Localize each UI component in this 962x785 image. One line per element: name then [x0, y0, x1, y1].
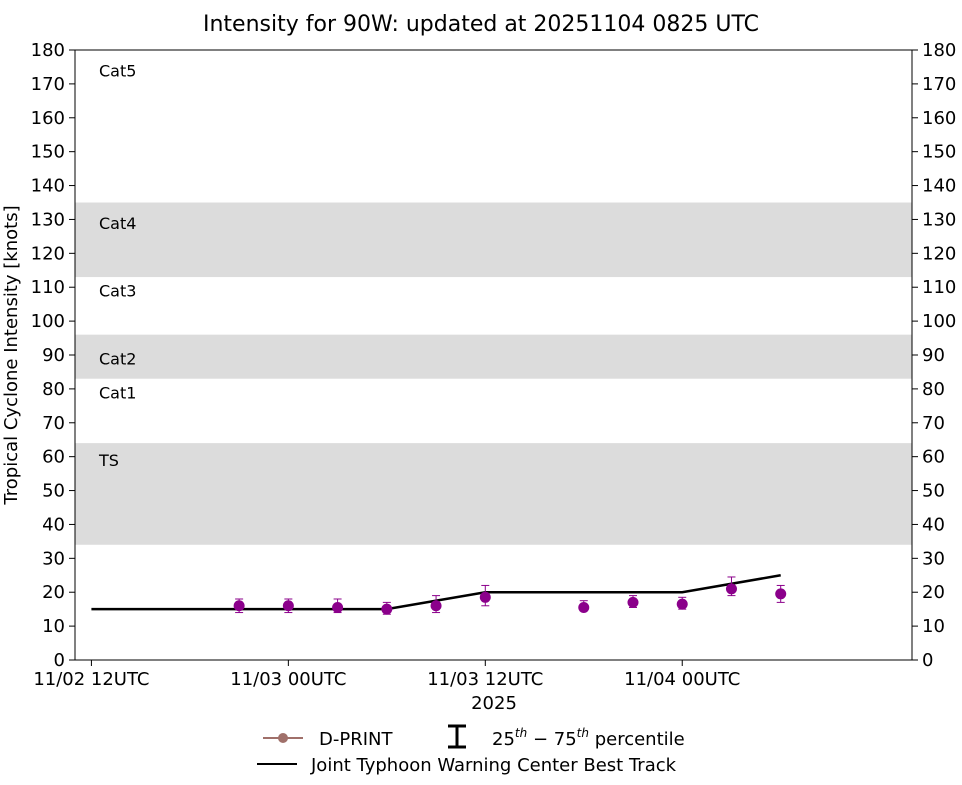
y-tick-label-right: 0: [922, 650, 933, 671]
legend: D-PRINT 25th − 75th percentile Joint Typ…: [257, 724, 685, 776]
category-label-cat1: Cat1: [99, 383, 136, 402]
legend-besttrack-label: Joint Typhoon Warning Center Best Track: [310, 755, 677, 776]
y-tick-label-right: 30: [922, 548, 945, 569]
x-axis-label: 2025: [471, 693, 517, 714]
dprint-point: [381, 603, 393, 615]
y-tick-label-right: 100: [922, 311, 956, 332]
dprint-point: [725, 583, 737, 595]
y-tick-label-right: 130: [922, 209, 956, 230]
band-shade-1: [75, 334, 912, 379]
y-tick-label-right: 20: [922, 582, 945, 603]
dprint-point: [282, 600, 294, 612]
y-axis-left: 0 10 20 30 40 50 60 70 80 90 100 110 120 130 140 150 160…: [31, 40, 75, 671]
y-axis-label: Tropical Cyclone Intensity [knots]: [1, 205, 22, 505]
y-tick-label-left: 40: [42, 514, 65, 535]
legend-dprint-label: D-PRINT: [319, 729, 393, 750]
dprint-point: [676, 598, 688, 610]
y-tick-label-left: 150: [31, 142, 65, 163]
y-tick-label-left: 170: [31, 74, 65, 95]
x-tick-label: 11/03 00UTC: [230, 669, 346, 690]
series-layer: [91, 574, 787, 615]
category-label-cat3: Cat3: [99, 282, 136, 301]
y-tick-label-left: 10: [42, 616, 65, 637]
y-tick-label-left: 180: [31, 40, 65, 61]
y-tick-label-left: 0: [54, 650, 65, 671]
y-tick-label-right: 80: [922, 379, 945, 400]
x-tick-label: 11/03 12UTC: [427, 669, 543, 690]
intensity-bands: [75, 202, 912, 545]
y-tick-label-left: 110: [31, 277, 65, 298]
y-tick-label-right: 170: [922, 74, 956, 95]
y-tick-label-right: 90: [922, 345, 945, 366]
y-tick-label-right: 150: [922, 142, 956, 163]
y-tick-label-left: 50: [42, 481, 65, 502]
y-tick-label-left: 100: [31, 311, 65, 332]
y-tick-label-right: 70: [922, 413, 945, 434]
y-tick-label-left: 90: [42, 345, 65, 366]
y-tick-label-left: 20: [42, 582, 65, 603]
legend-percentile-label: 25th − 75th percentile: [492, 726, 685, 750]
y-tick-label-right: 180: [922, 40, 956, 61]
x-axis: 11/02 12UTC 11/03 00UTC 11/03 12UTC 11/04 0…: [33, 660, 740, 690]
dprint-point: [578, 601, 590, 613]
y-tick-label-right: 10: [922, 616, 945, 637]
dprint-point: [233, 600, 245, 612]
y-axis-right: 0 10 20 30 40 50 60 70 80 90 100 110 120 130 140 150 160…: [912, 40, 956, 671]
dprint-point: [479, 591, 491, 603]
y-tick-label-left: 70: [42, 413, 65, 434]
y-tick-label-right: 60: [922, 447, 945, 468]
category-label-cat2: Cat2: [99, 349, 136, 368]
y-tick-label-right: 110: [922, 277, 956, 298]
band-shade-2: [75, 202, 912, 278]
dprint-point: [627, 596, 639, 608]
y-tick-label-right: 50: [922, 481, 945, 502]
x-tick-label: 11/02 12UTC: [33, 669, 149, 690]
y-tick-label-left: 60: [42, 447, 65, 468]
y-tick-label-right: 40: [922, 514, 945, 535]
legend-dprint-marker: [278, 733, 288, 743]
category-label-ts: TS: [98, 451, 119, 470]
y-tick-label-left: 160: [31, 108, 65, 129]
dprint-point: [430, 600, 442, 612]
chart-title: Intensity for 90W: updated at 20251104 0…: [203, 12, 759, 37]
legend-errorbar-icon: [448, 724, 466, 749]
y-tick-label-right: 140: [922, 176, 956, 197]
y-tick-label-left: 130: [31, 209, 65, 230]
x-tick-label: 11/04 00UTC: [624, 669, 740, 690]
y-tick-label-left: 80: [42, 379, 65, 400]
dprint-point: [332, 601, 344, 613]
y-tick-label-left: 140: [31, 176, 65, 197]
band-shade-0: [75, 443, 912, 545]
y-tick-label-left: 120: [31, 243, 65, 264]
category-labels: TS Cat1 Cat2 Cat3 Cat4 Cat5: [98, 61, 136, 470]
category-label-cat4: Cat4: [99, 214, 136, 233]
dprint-point: [775, 588, 787, 600]
category-label-cat5: Cat5: [99, 61, 136, 80]
y-tick-label-right: 160: [922, 108, 956, 129]
y-tick-label-right: 120: [922, 243, 956, 264]
y-tick-label-left: 30: [42, 548, 65, 569]
